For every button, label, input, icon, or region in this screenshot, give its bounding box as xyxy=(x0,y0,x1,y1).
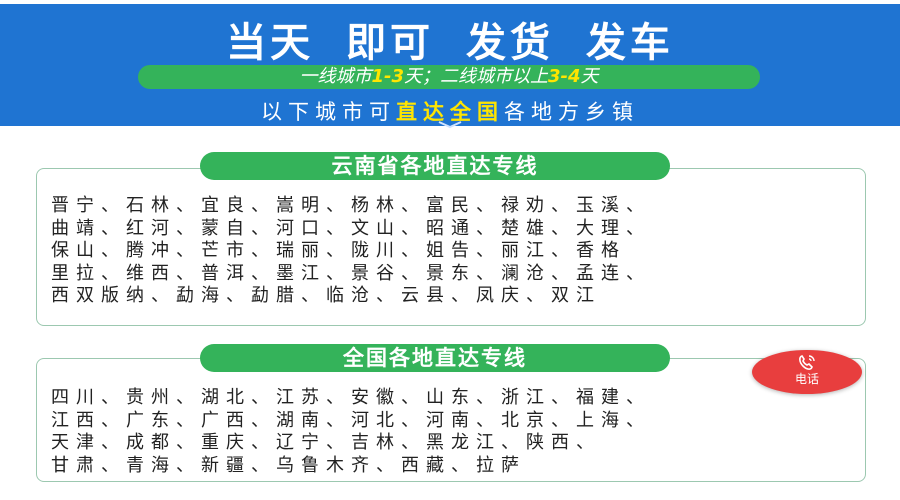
banner-title: 当天 即可 发货 发车 xyxy=(226,20,674,66)
phone-icon xyxy=(799,355,815,370)
tagline-highlight: 3-4 xyxy=(548,66,581,87)
subtitle-text: 以下城市可 xyxy=(261,100,396,124)
national-city-list: 四川、贵州、湖北、江苏、安徽、山东、浙江、福建、 江西、广东、广西、湖南、河北、… xyxy=(36,358,866,482)
delivery-time-tagline: 一线城市1-3天；二线城市以上3-4天 xyxy=(138,65,760,89)
city-row: 西双版纳、勐海、勐腊、临沧、云县、凤庆、双江 xyxy=(51,285,601,306)
phone-button[interactable]: 电话 xyxy=(752,350,862,394)
header-banner: 当天 即可 发货 发车 一线城市1-3天；二线城市以上3-4天 以下城市可直达全… xyxy=(0,4,900,129)
city-row: 晋宁、石林、宜良、嵩明、杨林、富民、禄劝、玉溪、 xyxy=(51,195,651,216)
city-row: 天津、成都、重庆、辽宁、吉林、黑龙江、陕西、 xyxy=(51,432,601,453)
city-row: 江西、广东、广西、湖南、河北、河南、北京、上海、 xyxy=(51,409,651,431)
subtitle-highlight: 直达全国 xyxy=(396,100,504,124)
yunnan-section-title: 云南省各地直达专线 xyxy=(200,152,670,180)
yunnan-city-list: 晋宁、石林、宜良、嵩明、杨林、富民、禄劝、玉溪、 曲靖、红河、蒙自、河口、文山、… xyxy=(36,168,866,326)
tagline-text: 天 xyxy=(580,66,599,87)
tagline-highlight: 1-3 xyxy=(371,66,404,87)
city-row: 四川、贵州、湖北、江苏、安徽、山东、浙江、福建、 xyxy=(51,387,651,408)
chevron-down-icon xyxy=(438,121,462,129)
city-row: 保山、腾冲、芒市、瑞丽、陇川、姐告、丽江、香格 xyxy=(51,240,626,261)
phone-label: 电话 xyxy=(794,372,819,386)
subtitle-text: 各地方乡镇 xyxy=(504,100,639,124)
banner-subtitle: 以下城市可直达全国各地方乡镇 xyxy=(0,96,900,126)
tagline-text: 天；二线城市以上 xyxy=(404,66,548,87)
city-row: 里拉、维西、普洱、墨江、景谷、景东、澜沧、孟连、 xyxy=(51,262,651,284)
city-row: 甘肃、青海、新疆、乌鲁木齐、西藏、拉萨 xyxy=(51,454,526,476)
tagline-text: 一线城市 xyxy=(299,66,372,87)
city-row: 曲靖、红河、蒙自、河口、文山、昭通、楚雄、大理、 xyxy=(51,217,651,239)
national-section-title: 全国各地直达专线 xyxy=(200,344,670,372)
